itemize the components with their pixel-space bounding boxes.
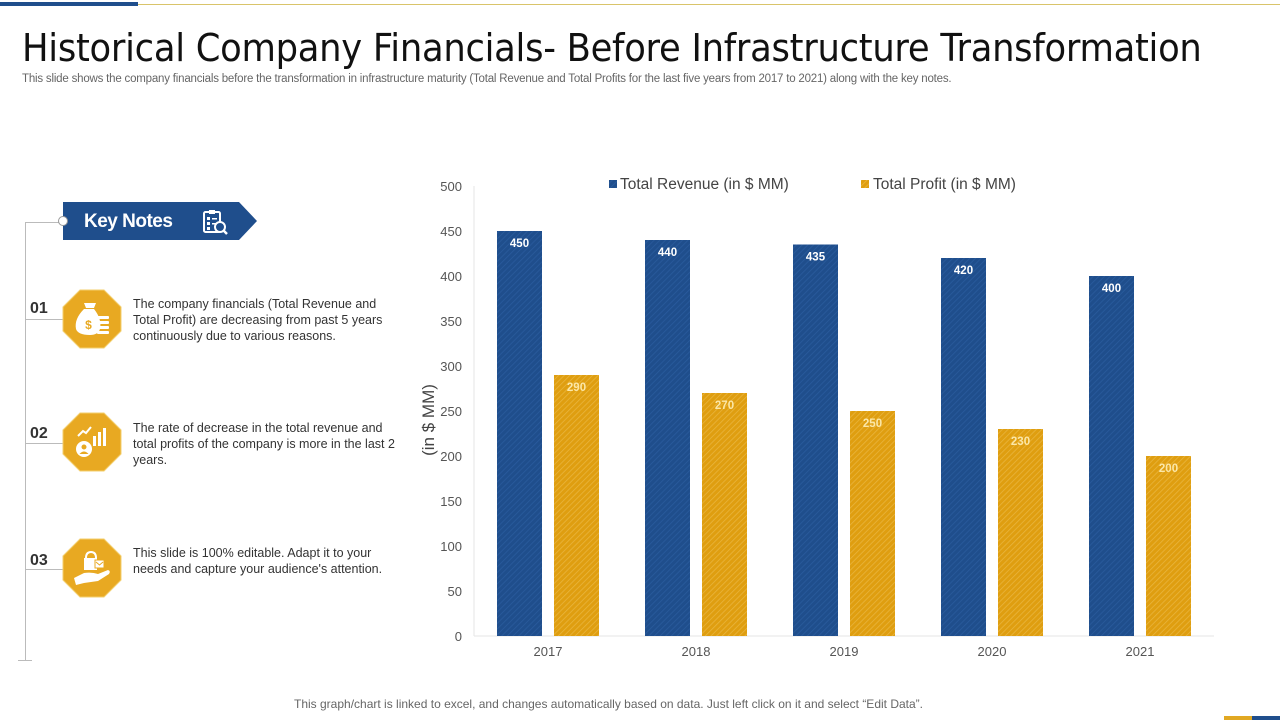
key-note-connector [25,569,63,570]
key-note-text: The company financials (Total Revenue an… [133,297,383,343]
data-label: 200 [1159,463,1178,475]
data-label: 440 [658,247,677,259]
x-tick-label: 2021 [1126,644,1155,659]
y-tick-label: 350 [440,314,462,329]
legend-label-profit: Total Profit (in $ MM) [873,176,1016,193]
key-note-number: 02 [30,425,48,442]
key-note-text: The rate of decrease in the total revenu… [133,421,395,467]
key-notes-label: Key Notes [84,211,173,232]
money-bag-icon: $ [62,289,122,349]
legend-label-revenue: Total Revenue (in $ MM) [620,176,789,193]
bar-profit[interactable] [554,375,599,636]
y-tick-label: 0 [455,629,462,644]
bar-revenue[interactable] [793,244,838,637]
timeline-line [25,222,26,660]
key-note-text: This slide is 100% editable. Adapt it to… [133,546,383,576]
bar-revenue[interactable] [941,258,986,636]
bar-profit[interactable] [702,393,747,636]
key-notes-banner: Key Notes [63,202,257,240]
bar-revenue[interactable] [1089,276,1134,636]
key-note-number: 03 [30,552,48,569]
bars-group [497,231,1191,636]
x-axis: 2017 2018 2019 2020 2021 [474,635,1214,659]
corner-accent-blue [1252,716,1280,720]
key-note-number: 01 [30,300,48,317]
y-tick-label: 400 [440,269,462,284]
legend: Total Revenue (in $ MM) Total Profit (in… [609,176,1016,193]
data-label: 290 [567,382,586,394]
data-label: 230 [1011,436,1030,448]
footer-note: This graph/chart is linked to excel, and… [294,697,923,711]
x-tick-label: 2019 [830,644,859,659]
svg-text:$: $ [85,318,92,332]
y-tick-label: 50 [448,584,462,599]
legend-swatch-revenue [609,180,617,188]
data-labels: 450 290 440 270 435 250 420 230 400 200 [510,238,1178,475]
legend-swatch-profit [861,180,869,188]
bar-profit[interactable] [1146,456,1191,636]
timeline-dot [58,216,68,226]
data-label: 450 [510,238,529,250]
data-label: 420 [954,265,973,277]
bar-revenue[interactable] [645,240,690,636]
y-tick-label: 300 [440,359,462,374]
y-axis-label: (in $ MM) [419,384,438,456]
x-tick-label: 2017 [534,644,563,659]
slide-title: Historical Company Financials- Before In… [22,26,1202,70]
timeline-end-cap [18,660,32,661]
top-accent-bar [0,2,138,6]
timeline-connector [25,222,63,223]
bar-profit[interactable] [850,411,895,636]
bar-profit[interactable] [998,429,1043,636]
key-note-connector [25,443,63,444]
key-note-connector [25,319,63,320]
growth-chart-person-icon [62,412,122,472]
data-label: 250 [863,418,882,430]
y-tick-label: 500 [440,179,462,194]
corner-accent-gold [1224,716,1252,720]
slide-subtitle: This slide shows the company financials … [22,73,952,85]
x-tick-label: 2018 [682,644,711,659]
x-tick-label: 2020 [978,644,1007,659]
bar-revenue[interactable] [497,231,542,636]
top-accent-line [138,4,1280,5]
y-tick-label: 250 [440,404,462,419]
y-axis: 0 50 100 150 200 250 300 350 400 450 500 [440,179,475,644]
y-tick-label: 200 [440,449,462,464]
data-label: 270 [715,400,734,412]
hand-lock-icon [62,538,122,598]
data-label: 400 [1102,283,1121,295]
y-tick-label: 150 [440,494,462,509]
y-tick-label: 100 [440,539,462,554]
y-tick-label: 450 [440,224,462,239]
data-label: 435 [806,252,826,264]
